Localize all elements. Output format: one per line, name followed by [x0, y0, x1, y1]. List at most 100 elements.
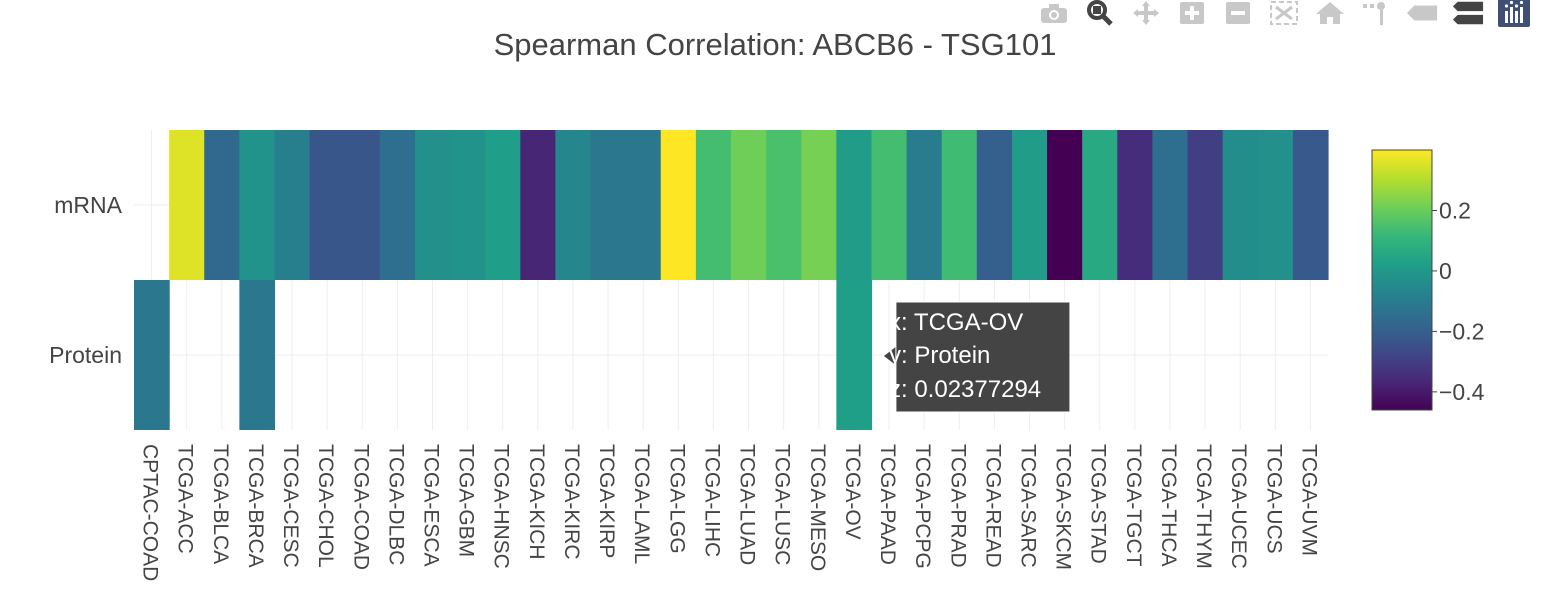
heatmap-cell[interactable] — [1011, 130, 1048, 280]
y-tick-label: Protein — [49, 342, 122, 368]
x-tick-label: TCGA-SKCM — [1052, 444, 1075, 570]
x-tick-label: TCGA-PCPG — [911, 444, 934, 569]
x-tick-label: TCGA-CHOL — [314, 444, 337, 568]
tooltip-z-text: z: 0.02377294 — [889, 376, 1041, 403]
tooltip-y-text: y: Protein — [889, 342, 990, 369]
colorbar-tick-label: −0.2 — [1439, 318, 1484, 344]
heatmap-cell[interactable] — [590, 130, 627, 280]
x-tick-label: TCGA-DLBC — [384, 444, 407, 565]
x-tick-label: TCGA-BLCA — [209, 444, 232, 564]
camera-icon[interactable] — [1038, 0, 1070, 26]
x-tick-label: TCGA-CESC — [279, 444, 302, 568]
x-tick-label: TCGA-GBM — [455, 444, 478, 557]
y-tick-label: mRNA — [54, 192, 122, 218]
x-tick-label: CPTAC-COAD — [139, 444, 162, 581]
heatmap-cell[interactable] — [941, 130, 978, 280]
heatmap-cell[interactable] — [1257, 130, 1294, 280]
x-axis: CPTAC-COAD TCGA-ACC TCGA-BLCA TCGA-BRCA TCGA… — [139, 444, 1321, 581]
x-tick-label: TCGA-THYM — [1192, 444, 1215, 569]
tooltip-x-text: x: TCGA-OV — [889, 309, 1023, 336]
x-tick-label: TCGA-LIHC — [700, 444, 723, 557]
heatmap-cell[interactable] — [1222, 130, 1259, 280]
x-tick-label: TCGA-UCEC — [1227, 444, 1250, 569]
x-tick-label: TCGA-LAML — [630, 444, 653, 564]
x-tick-label: TCGA-UCS — [1262, 444, 1285, 554]
x-tick-label: TCGA-UVM — [1297, 444, 1320, 556]
x-tick-label: TCGA-READ — [981, 444, 1004, 568]
heatmap-cell[interactable] — [836, 280, 873, 430]
heatmap-cell[interactable] — [836, 130, 873, 280]
x-tick-label: TCGA-LUAD — [736, 444, 759, 565]
x-tick-label: TCGA-PAAD — [876, 444, 899, 565]
heatmap-cell[interactable] — [906, 130, 943, 280]
heatmap-cell[interactable] — [239, 280, 276, 430]
x-tick-label: TCGA-HNSC — [490, 444, 513, 569]
hover-closest-icon[interactable] — [1406, 0, 1438, 26]
colorbar-gradient — [1371, 149, 1433, 411]
x-tick-label: TCGA-ACC — [174, 444, 197, 554]
x-tick-label: TCGA-PRAD — [946, 444, 969, 568]
heatmap-cell[interactable] — [485, 130, 521, 280]
heatmap-cell[interactable] — [204, 130, 240, 280]
heatmap-cell[interactable] — [414, 130, 451, 280]
x-tick-label: TCGA-THCA — [1157, 444, 1180, 567]
colorbar-tick-label: 0.2 — [1439, 197, 1471, 223]
heatmap-cell[interactable] — [379, 130, 416, 280]
zoom-icon[interactable] — [1084, 0, 1116, 26]
hover-compare-icon[interactable] — [1452, 0, 1484, 26]
x-tick-label: TCGA-LUSC — [771, 444, 794, 565]
x-tick-label: TCGA-TGCT — [1122, 444, 1145, 567]
zoom-in-icon[interactable] — [1176, 0, 1208, 26]
modebar — [1038, 0, 1530, 27]
x-tick-label: TCGA-KIRP — [595, 444, 618, 558]
heatmap-cell[interactable] — [344, 130, 381, 280]
heatmap-cell[interactable] — [309, 130, 346, 280]
heatmap-cell[interactable] — [134, 280, 170, 430]
x-tick-label: TCGA-LGG — [665, 444, 688, 554]
heatmap-cell[interactable] — [660, 130, 697, 280]
x-tick-label: TCGA-OV — [841, 444, 864, 540]
colorbar: 0.2 0 −0.2 −0.4 — [1371, 149, 1485, 411]
heatmap-cell[interactable] — [1047, 130, 1083, 280]
heatmap-cell[interactable] — [1292, 130, 1329, 280]
x-tick-label: TCGA-KIRC — [560, 444, 583, 560]
heatmap-cells[interactable] — [134, 130, 1329, 430]
heatmap-cell[interactable] — [1187, 130, 1224, 280]
heatmap-cell[interactable] — [274, 130, 311, 280]
heatmap-cell[interactable] — [450, 130, 486, 280]
colorbar-tick-label: −0.4 — [1439, 379, 1485, 405]
heatmap-cell[interactable] — [239, 130, 276, 280]
heatmap-cell[interactable] — [801, 130, 837, 280]
hover-tooltip: x: TCGA-OV y: Protein z: 0.02377294 — [883, 301, 1071, 413]
x-tick-label: TCGA-KICH — [525, 444, 548, 560]
heatmap-cell[interactable] — [766, 130, 802, 280]
heatmap-cell[interactable] — [1117, 130, 1154, 280]
x-tick-label: TCGA-ESCA — [420, 444, 443, 567]
x-tick-label: TCGA-BRCA — [244, 444, 267, 568]
heatmap-cell[interactable] — [731, 130, 767, 280]
home-icon[interactable] — [1314, 0, 1346, 26]
heatmap-cell[interactable] — [555, 130, 592, 280]
heatmap-cell[interactable] — [695, 130, 732, 280]
tooltip-pointer — [883, 346, 897, 366]
heatmap-cell[interactable] — [871, 130, 908, 280]
heatmap-cell[interactable] — [976, 130, 1013, 280]
autoscale-icon[interactable] — [1268, 0, 1300, 26]
heatmap-cell[interactable] — [625, 130, 662, 280]
chart-title: Spearman Correlation: ABCB6 - TSG101 — [494, 27, 1057, 62]
pan-icon[interactable] — [1130, 0, 1162, 26]
zoom-out-icon[interactable] — [1222, 0, 1254, 26]
plotly-logo-icon[interactable] — [1498, 0, 1530, 27]
y-axis: Protein mRNA — [49, 192, 123, 368]
x-tick-label: TCGA-STAD — [1087, 444, 1110, 564]
heatmap-cell[interactable] — [1082, 130, 1118, 280]
tooltip-box — [895, 301, 1071, 413]
x-tick-label: TCGA-MESO — [806, 444, 829, 571]
heatmap-cell[interactable] — [169, 130, 205, 280]
spike-lines-icon[interactable] — [1360, 0, 1392, 26]
x-tick-label: TCGA-SARC — [1017, 444, 1040, 568]
heatmap-cell[interactable] — [1152, 130, 1189, 280]
colorbar-tick-label: 0 — [1439, 258, 1452, 284]
heatmap-cell[interactable] — [520, 130, 557, 280]
